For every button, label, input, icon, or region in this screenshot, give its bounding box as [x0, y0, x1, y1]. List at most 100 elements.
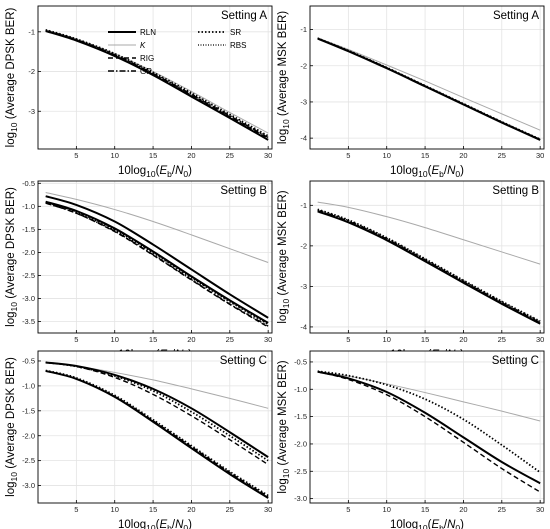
y-tick-label: -3.0 [22, 481, 35, 490]
plot-frame [309, 5, 545, 150]
series-line-gr-3 [317, 209, 541, 324]
y-axis-label: log10 (Average DPSK BER) [5, 357, 19, 497]
x-tick-label: 30 [264, 151, 272, 160]
y-tick-label: -3 [300, 282, 307, 291]
y-axis-label: log10 (Average MSK BER) [277, 360, 291, 493]
chart-panel-6: 5 10 15 20 25 30 -0.5 -1.0 -1.5 -2.0 -2.5 -3.0 Setti… [277, 350, 545, 529]
series-line-sr-5 [45, 369, 269, 497]
y-tick-label: -2.0 [22, 431, 35, 440]
series-line-k-0 [317, 371, 541, 422]
chart-panel-5: 5 10 15 20 25 30 -0.5 -1.0 -1.5 -2.0 -2.5 -3.0 Setti… [5, 350, 273, 529]
legend-label-gr: GR [140, 67, 152, 76]
y-tick-label: -2 [300, 61, 307, 70]
series-line-rln-6 [45, 200, 269, 324]
x-tick-label: 20 [459, 505, 467, 514]
y-tick-label: -3.5 [22, 317, 35, 326]
chart-title: Setting A [221, 10, 267, 22]
chart-panel-1: 5 10 15 20 25 30 -1 -2 -3 Setting A 10log10(Eb/N0)… [5, 5, 273, 179]
x-axis-label: 10log10(Eb/N0) [390, 519, 464, 529]
y-tick-label: -2.5 [294, 467, 307, 476]
series-line-sr-1 [317, 370, 541, 474]
plot-area [38, 6, 272, 149]
plot-area [310, 351, 544, 503]
chart-panel-2: 5 10 15 20 25 30 -1 -2 -3 -4 Setting A 10log10(Eb/N… [277, 5, 545, 179]
series-line-rln-1 [45, 361, 269, 458]
y-tick-label: -1.0 [294, 385, 307, 394]
y-tick-label: -3.0 [294, 494, 307, 503]
y-axis-label: log10 (Average MSK BER) [277, 190, 291, 323]
x-axis-label: 10log10(Eb/N0) [118, 519, 192, 529]
series-line-rln-4 [45, 369, 269, 499]
series-line-rig-3 [45, 361, 269, 466]
x-tick-label: 20 [187, 151, 195, 160]
x-tick-label: 20 [459, 335, 467, 344]
plot-area [310, 6, 544, 149]
chart-title: Setting C [492, 355, 539, 367]
chart-title: Setting B [220, 185, 267, 197]
x-tick-label: 5 [346, 505, 350, 514]
y-tick-label: -0.5 [22, 357, 35, 366]
series-line-k-0 [317, 201, 541, 265]
series-line-rig-5 [45, 202, 269, 328]
x-tick-label: 10 [383, 151, 391, 160]
plot-area [310, 181, 544, 333]
x-tick-label: 10 [383, 505, 391, 514]
y-tick-label: -2 [28, 67, 35, 76]
x-axis-label: 10log10(Eb/N0) [390, 165, 464, 179]
x-tick-label: 25 [498, 505, 506, 514]
y-tick-label: -4 [300, 323, 307, 332]
y-axis-label: log10 (Average DPSK BER) [5, 187, 19, 327]
x-tick-label: 10 [383, 335, 391, 344]
chart-panel-3: 5 10 15 20 25 30 -0.5 -1.0 -1.5 -2.0 -2.5 -3.0 -3.5 S… [5, 179, 273, 363]
series-line-rln-5 [317, 210, 541, 325]
x-tick-label: 25 [498, 335, 506, 344]
x-tick-label: 5 [346, 151, 350, 160]
plot-frame [309, 180, 545, 334]
plot-frame [37, 350, 273, 504]
plot-frame [37, 5, 273, 150]
series-line-rln-2 [317, 370, 541, 485]
y-tick-label: -1.0 [22, 202, 35, 211]
series-line-k-0 [317, 37, 541, 131]
x-tick-label: 10 [111, 505, 119, 514]
y-tick-label: -1.5 [22, 225, 35, 234]
y-tick-label: -1.5 [294, 412, 307, 421]
y-tick-label: -4 [300, 134, 307, 143]
legend-label-sr: SR [230, 28, 241, 37]
x-tick-label: 30 [536, 335, 544, 344]
x-tick-label: 20 [187, 335, 195, 344]
y-tick-label: -0.5 [22, 179, 35, 188]
y-tick-label: -2.5 [22, 271, 35, 280]
series-line-rln-5 [317, 37, 541, 141]
series-line-sr-2 [45, 361, 269, 462]
legend-label-rln: RLN [140, 28, 156, 37]
x-tick-label: 10 [111, 151, 119, 160]
legend-label-rbs: RBS [230, 41, 246, 50]
y-tick-label: -3.0 [22, 294, 35, 303]
x-tick-label: 25 [226, 505, 234, 514]
plot-frame [37, 180, 273, 334]
y-tick-label: -2.0 [22, 248, 35, 257]
x-tick-label: 5 [74, 505, 78, 514]
y-tick-label: -1 [300, 25, 307, 34]
series-line-sr-1 [317, 208, 541, 323]
x-tick-label: 30 [536, 505, 544, 514]
series-line-rig-3 [317, 371, 541, 493]
x-tick-label: 10 [111, 335, 119, 344]
series-line-k-0 [45, 192, 269, 264]
y-tick-label: -3 [300, 98, 307, 107]
chart-title: Setting A [493, 10, 539, 22]
y-axis-label: log10 (Average MSK BER) [277, 11, 291, 144]
plot-frame [309, 350, 545, 504]
x-tick-label: 20 [187, 505, 195, 514]
y-tick-label: -3 [28, 107, 35, 116]
x-tick-label: 25 [226, 335, 234, 344]
y-tick-label: -1 [28, 27, 35, 36]
y-axis-label: log10 (Average DPSK BER) [5, 8, 19, 148]
x-tick-label: 30 [536, 151, 544, 160]
x-tick-label: 5 [346, 335, 350, 344]
y-tick-label: -1.5 [22, 406, 35, 415]
chart-title: Setting B [492, 185, 539, 197]
x-axis-label: 10log10(Eb/N0) [118, 165, 192, 179]
